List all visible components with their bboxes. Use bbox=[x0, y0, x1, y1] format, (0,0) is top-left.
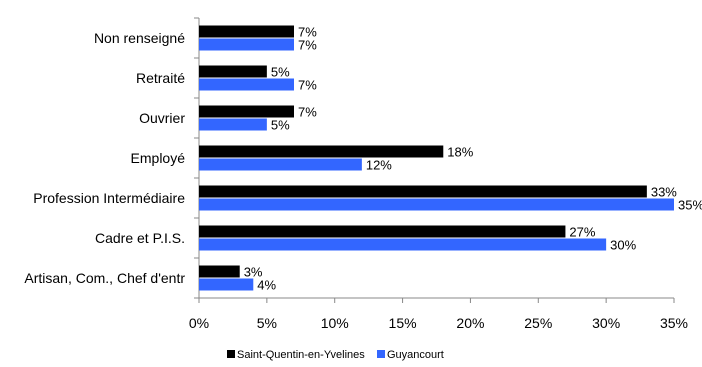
category-label: Ouvrier bbox=[139, 110, 185, 126]
bar-saint-quentin bbox=[199, 185, 647, 198]
data-label: 18% bbox=[447, 145, 473, 160]
bar-guyancourt bbox=[199, 278, 254, 291]
bar-saint-quentin bbox=[199, 65, 267, 78]
data-label: 5% bbox=[271, 65, 290, 80]
bar-saint-quentin bbox=[199, 145, 444, 158]
x-tick-label: 30% bbox=[592, 315, 620, 331]
data-label: 7% bbox=[298, 25, 317, 40]
data-label: 7% bbox=[298, 105, 317, 120]
data-label: 7% bbox=[298, 78, 317, 93]
category-label: Profession Intermédiaire bbox=[33, 190, 185, 206]
bar-guyancourt bbox=[199, 78, 294, 91]
category-label: Cadre et P.I.S. bbox=[95, 230, 185, 246]
data-label: 35% bbox=[678, 198, 702, 213]
bar-guyancourt bbox=[199, 238, 607, 251]
legend-label: Guyancourt bbox=[387, 349, 444, 361]
bar-guyancourt bbox=[199, 198, 674, 211]
data-label: 33% bbox=[651, 185, 677, 200]
legend-swatch bbox=[377, 350, 385, 358]
category-label: Retraité bbox=[136, 70, 185, 86]
x-tick-label: 35% bbox=[660, 315, 688, 331]
bar-saint-quentin bbox=[199, 265, 240, 278]
legend-swatch bbox=[227, 350, 235, 358]
data-label: 3% bbox=[244, 265, 263, 280]
category-label: Artisan, Com., Chef d'entr bbox=[24, 270, 185, 286]
data-label: 5% bbox=[271, 118, 290, 133]
bar-saint-quentin bbox=[199, 25, 294, 38]
bar-saint-quentin bbox=[199, 225, 566, 238]
category-label: Non renseigné bbox=[94, 30, 185, 46]
x-tick-label: 10% bbox=[321, 315, 349, 331]
x-tick-label: 15% bbox=[389, 315, 417, 331]
legend-label: Saint-Quentin-en-Yvelines bbox=[237, 349, 365, 361]
data-label: 7% bbox=[298, 38, 317, 53]
x-tick-label: 25% bbox=[524, 315, 552, 331]
category-label: Employé bbox=[131, 150, 186, 166]
bar-saint-quentin bbox=[199, 105, 294, 118]
data-label: 27% bbox=[569, 225, 595, 240]
x-tick-label: 0% bbox=[189, 315, 209, 331]
x-tick-label: 20% bbox=[456, 315, 484, 331]
bar-guyancourt bbox=[199, 118, 267, 131]
data-label: 4% bbox=[257, 278, 276, 293]
bar-guyancourt bbox=[199, 38, 294, 51]
data-label: 30% bbox=[610, 238, 636, 253]
x-tick-label: 5% bbox=[257, 315, 277, 331]
bar-guyancourt bbox=[199, 158, 362, 171]
data-label: 12% bbox=[366, 158, 392, 173]
